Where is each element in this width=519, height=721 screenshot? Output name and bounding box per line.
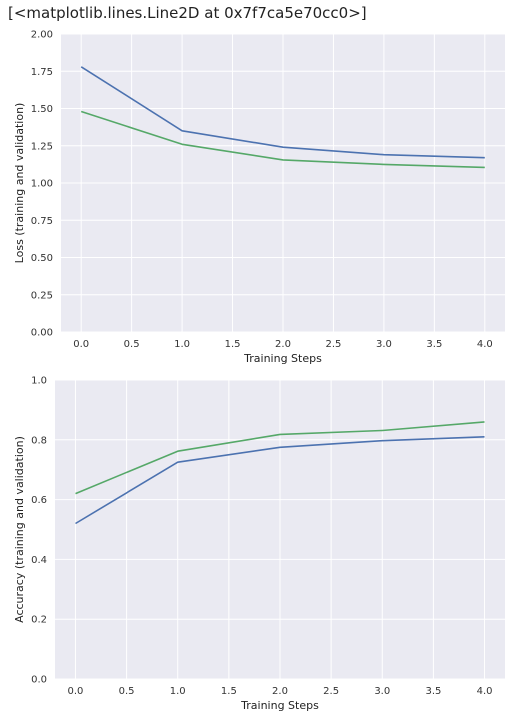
chart2-x-tick-label: 2.5 bbox=[323, 686, 339, 697]
chart2-y-tick-label: 0.2 bbox=[31, 615, 47, 626]
chart2-y-tick-label: 0.8 bbox=[31, 435, 47, 446]
chart2-x-tick-label: 0.0 bbox=[68, 686, 84, 697]
chart1-x-tick-label: 0.0 bbox=[73, 339, 89, 350]
chart1-y-tick-label: 0.00 bbox=[31, 328, 53, 339]
chart1-x-tick-label: 0.5 bbox=[124, 339, 140, 350]
chart2-x-tick-label: 4.0 bbox=[477, 686, 493, 697]
chart2-x-tick-label: 2.0 bbox=[272, 686, 288, 697]
cell-output-text: [<matplotlib.lines.Line2D at 0x7f7ca5e70… bbox=[8, 4, 367, 22]
chart2-x-tick-label: 3.0 bbox=[374, 686, 390, 697]
chart1-y-tick-label: 2.00 bbox=[31, 30, 53, 41]
chart1-x-tick-label: 2.0 bbox=[275, 339, 291, 350]
chart1-y-axis-label: Loss (training and validation) bbox=[13, 103, 26, 264]
chart1-x-tick-label: 4.0 bbox=[477, 339, 493, 350]
chart1-series-line-2 bbox=[80, 110, 485, 169]
chart2-series-line-1 bbox=[75, 436, 485, 525]
chart1-y-tick-label: 0.25 bbox=[31, 290, 53, 301]
chart1-x-axis-label: Training Steps bbox=[243, 352, 322, 365]
chart2-y-tick-label: 0.0 bbox=[31, 675, 47, 686]
chart1-x-tick-label: 1.5 bbox=[225, 339, 241, 350]
chart1-series-line-1 bbox=[80, 66, 485, 159]
chart2-y-tick-label: 0.4 bbox=[31, 555, 47, 566]
chart2-y-tick-label: 0.6 bbox=[31, 495, 47, 506]
chart1-y-tick-label: 1.00 bbox=[31, 179, 53, 190]
chart1-x-tick-label: 1.0 bbox=[174, 339, 190, 350]
chart2-y-axis-label: Accuracy (training and validation) bbox=[13, 436, 26, 623]
chart1-y-tick-label: 1.50 bbox=[31, 104, 53, 115]
chart2-y-tick-label: 1.0 bbox=[31, 376, 47, 387]
chart1-x-tick-label: 2.5 bbox=[326, 339, 342, 350]
chart1-x-tick-label: 3.5 bbox=[426, 339, 442, 350]
chart2-x-tick-label: 1.0 bbox=[170, 686, 186, 697]
chart2-x-tick-label: 3.5 bbox=[425, 686, 441, 697]
chart2-x-axis-label: Training Steps bbox=[240, 699, 319, 712]
chart1-y-tick-label: 1.75 bbox=[31, 67, 53, 78]
chart2-x-tick-label: 1.5 bbox=[221, 686, 237, 697]
chart1-y-tick-label: 1.25 bbox=[31, 141, 53, 152]
chart2-series-line-2 bbox=[75, 421, 485, 495]
chart1-y-tick-label: 0.75 bbox=[31, 216, 53, 227]
chart1-y-tick-label: 0.50 bbox=[31, 253, 53, 264]
chart2-x-tick-label: 0.5 bbox=[119, 686, 135, 697]
chart1-x-tick-label: 3.0 bbox=[376, 339, 392, 350]
